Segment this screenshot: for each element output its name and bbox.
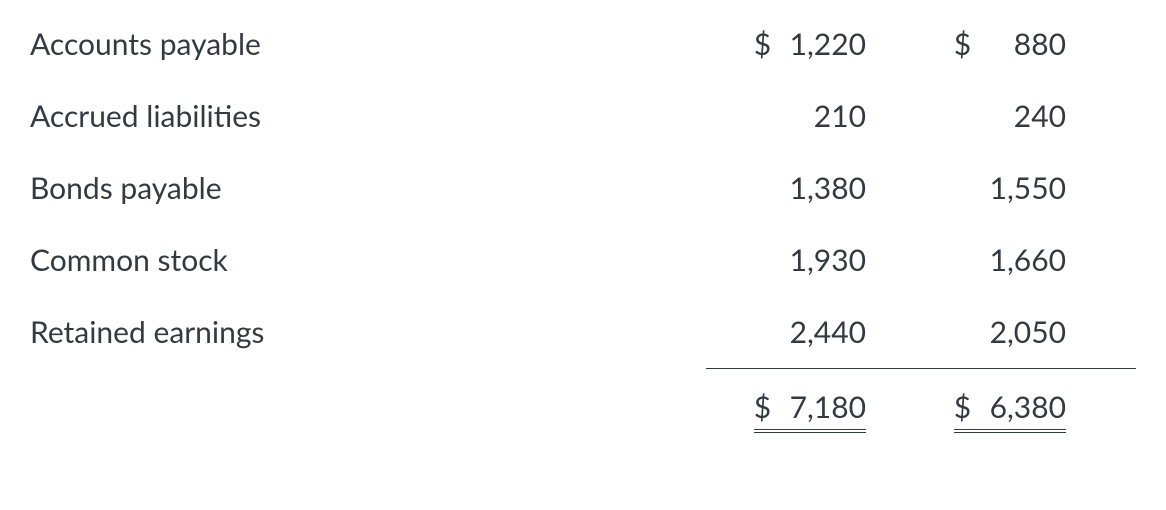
amount-cell: $880: [906, 8, 1136, 80]
amount-value: 7,180: [776, 389, 866, 425]
amount-cell: 1,930: [706, 224, 906, 296]
total-row: $7,180 $6,380: [30, 369, 1136, 446]
amount-cell: 240: [906, 80, 1136, 152]
amount-value: 1,660: [976, 242, 1066, 278]
row-label: Bonds payable: [30, 152, 706, 224]
total-cell: $6,380: [906, 369, 1136, 446]
amount-value: 1,930: [776, 242, 866, 278]
total-underline: $6,380: [954, 389, 1066, 433]
amount-value: 2,440: [776, 314, 866, 350]
amount-cell: 1,550: [906, 152, 1136, 224]
amount-cell: $1,220: [706, 8, 906, 80]
table-row: Bonds payable 1,380 1,550: [30, 152, 1136, 224]
total-underline: $7,180: [754, 389, 866, 433]
amount-value: 6,380: [976, 389, 1066, 425]
currency-symbol: $: [954, 389, 976, 425]
amount-cell: 210: [706, 80, 906, 152]
amount-value: 1,550: [976, 170, 1066, 206]
amount-value: 880: [976, 26, 1066, 62]
row-label: Common stock: [30, 224, 706, 296]
row-label: Retained earnings: [30, 296, 706, 369]
table-row: Accrued liabilities 210 240: [30, 80, 1136, 152]
amount-value: 1,220: [776, 26, 866, 62]
amount-cell: 1,660: [906, 224, 1136, 296]
total-cell: $7,180: [706, 369, 906, 446]
currency-symbol: $: [954, 26, 976, 62]
amount-value: 2,050: [976, 314, 1066, 350]
row-label: Accrued liabilities: [30, 80, 706, 152]
row-label: Accounts payable: [30, 8, 706, 80]
balance-sheet-excerpt: Accounts payable $1,220 $880 Accrued lia…: [0, 0, 1166, 465]
financial-table: Accounts payable $1,220 $880 Accrued lia…: [30, 8, 1136, 445]
amount-cell: 2,050: [906, 296, 1136, 369]
amount-value: 210: [776, 98, 866, 134]
table-row: Common stock 1,930 1,660: [30, 224, 1136, 296]
amount-cell: 2,440: [706, 296, 906, 369]
currency-symbol: $: [754, 389, 776, 425]
table-row: Retained earnings 2,440 2,050: [30, 296, 1136, 369]
amount-value: 1,380: [776, 170, 866, 206]
amount-cell: 1,380: [706, 152, 906, 224]
table-row: Accounts payable $1,220 $880: [30, 8, 1136, 80]
currency-symbol: $: [754, 26, 776, 62]
amount-value: 240: [976, 98, 1066, 134]
